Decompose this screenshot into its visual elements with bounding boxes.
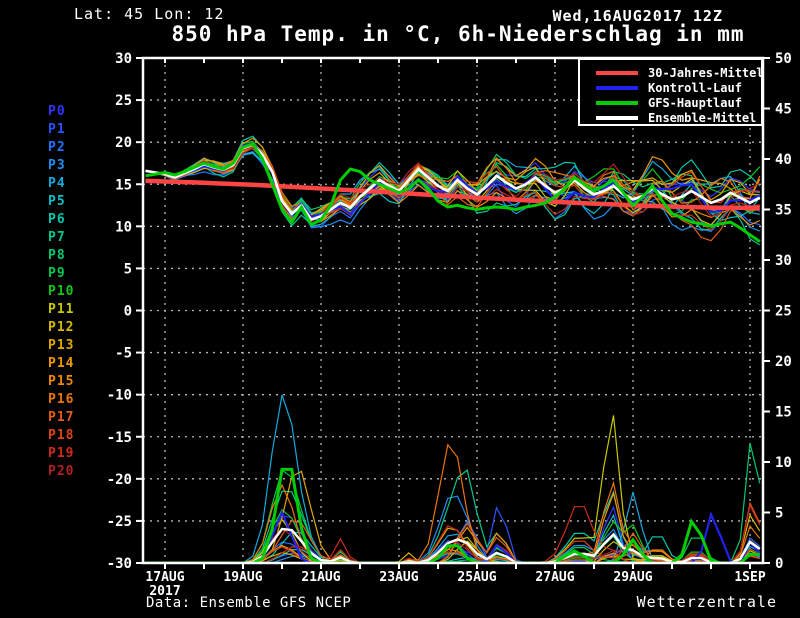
member-label-P3: P3 <box>48 158 66 173</box>
y-right-tick-label: 30 <box>775 253 792 269</box>
member-precip-line <box>145 470 760 563</box>
ensemble-member-list: P0 P1 P2 P3 P4 P5 P6 P7 P8 P9 P10 P11 P12 P13 P14 P15 P1… <box>0 0 140 618</box>
member-label-P10: P10 <box>48 284 75 299</box>
x-tick-label: 1SEP <box>734 570 765 585</box>
y-left-tick-label: 30 <box>115 51 132 67</box>
member-label-P5: P5 <box>48 194 66 209</box>
x-tick-label: 29AUG <box>613 570 652 585</box>
member-label-P2: P2 <box>48 140 66 155</box>
legend-label: GFS-Hauptlauf <box>648 95 742 110</box>
y-left-tick-label: 0 <box>124 304 132 320</box>
y-right-tick-label: 0 <box>775 556 783 572</box>
y-left-tick-label: 5 <box>124 261 132 277</box>
member-temp-line <box>145 137 761 216</box>
member-precip-line <box>145 501 761 563</box>
member-label-P4: P4 <box>48 176 66 191</box>
legend-label: 30-Jahres-Mittel <box>648 65 764 80</box>
brand-label: Wetterzentrale <box>636 593 777 611</box>
legend-entry: GFS-Hauptlauf <box>580 95 761 110</box>
legend-label: Kontroll-Lauf <box>648 80 742 95</box>
chart-legend: 30-Jahres-Mittel Kontroll-Lauf GFS-Hauptla… <box>578 58 764 126</box>
x-tick-label: 19AUG <box>223 570 262 585</box>
legend-line-swatch <box>596 85 638 90</box>
member-label-P7: P7 <box>48 230 66 245</box>
data-source-label: Data: Ensemble GFS NCEP <box>146 595 352 611</box>
legend-line-swatch <box>596 115 638 120</box>
y-left-tick-label: -25 <box>107 514 132 530</box>
member-label-P14: P14 <box>48 356 75 371</box>
x-tick-label: 23AUG <box>379 570 418 585</box>
member-label-P15: P15 <box>48 374 75 389</box>
main-run-line <box>145 142 761 243</box>
member-label-P1: P1 <box>48 122 66 137</box>
legend-entry: Ensemble-Mittel <box>580 110 761 125</box>
y-left-tick-label: -15 <box>107 430 132 446</box>
member-label-P8: P8 <box>48 248 66 263</box>
y-right-tick-label: 35 <box>775 203 792 219</box>
member-temp-line <box>145 140 761 218</box>
location-label: Lat: 45 Lon: 12 <box>74 5 225 23</box>
member-label-P17: P17 <box>48 410 75 425</box>
legend-label: Ensemble-Mittel <box>648 110 757 125</box>
legend-line-swatch <box>596 70 638 75</box>
member-label-P11: P11 <box>48 302 75 317</box>
y-left-tick-label: -10 <box>107 388 132 404</box>
member-precip-line <box>145 544 760 563</box>
y-right-tick-label: 25 <box>775 304 792 320</box>
y-right-tick-label: 40 <box>775 152 792 168</box>
legend-line-swatch <box>596 100 638 105</box>
x-tick-label: 27AUG <box>535 570 574 585</box>
y-left-tick-label: 20 <box>115 135 132 151</box>
y-left-tick-label: -20 <box>107 472 132 488</box>
member-label-P19: P19 <box>48 446 75 461</box>
member-label-P9: P9 <box>48 266 66 281</box>
x-tick-label: 25AUG <box>457 570 496 585</box>
legend-entry: 30-Jahres-Mittel <box>580 65 764 80</box>
y-left-tick-label: 10 <box>115 219 132 235</box>
member-precip-line <box>145 506 761 563</box>
y-right-tick-label: 45 <box>775 102 792 118</box>
run-datetime-label: Wed,16AUG2017 12Z <box>552 7 723 25</box>
y-left-tick-label: 15 <box>115 177 132 193</box>
member-label-P18: P18 <box>48 428 75 443</box>
y-right-tick-label: 15 <box>775 405 792 421</box>
page-title: 850 hPa Temp. in °C, 6h-Niederschlag in … <box>171 22 745 46</box>
y-left-tick-label: -5 <box>115 346 132 362</box>
legend-entry: Kontroll-Lauf <box>580 80 761 95</box>
member-label-P13: P13 <box>48 338 75 353</box>
member-label-P12: P12 <box>48 320 75 335</box>
y-left-tick-label: -30 <box>107 556 132 572</box>
y-right-tick-label: 10 <box>775 455 792 471</box>
y-right-tick-label: 5 <box>775 506 783 522</box>
y-right-tick-label: 20 <box>775 354 792 370</box>
member-label-P20: P20 <box>48 464 75 479</box>
climate-mean-line <box>145 178 760 211</box>
main-precip-line <box>145 467 760 563</box>
x-tick-label: 17AUG <box>145 570 184 585</box>
y-left-tick-label: 25 <box>115 93 132 109</box>
y-right-tick-label: 50 <box>775 51 792 67</box>
member-label-P6: P6 <box>48 212 66 227</box>
member-label-P16: P16 <box>48 392 75 407</box>
x-axis-year-label: 2017 <box>149 584 180 599</box>
member-label-P0: P0 <box>48 104 66 119</box>
x-tick-label: 21AUG <box>301 570 340 585</box>
